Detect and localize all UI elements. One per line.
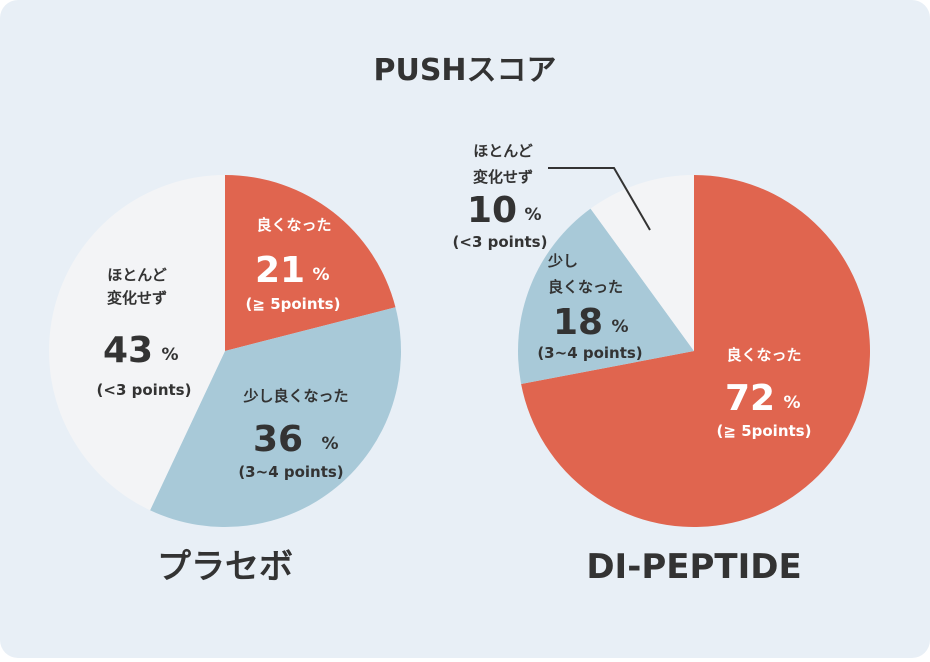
slice-dipeptide-slightly-improved [518, 208, 694, 384]
slice-dipeptide-unchanged [590, 175, 694, 351]
note-dipeptide-slightly-improved: (3~4 points) [537, 344, 642, 362]
pie-placebo [48, 175, 401, 528]
unit-placebo-improved: % [312, 265, 329, 285]
value-dipeptide-unchanged: 10 [467, 190, 517, 231]
label-placebo-improved: 良くなった [256, 216, 331, 234]
unit-dipeptide-improved: % [783, 393, 800, 413]
label-placebo-unchanged-line2: 変化せず [107, 289, 167, 307]
slice-placebo-unchanged [48, 175, 226, 511]
label-placebo-unchanged-line1: ほとんど [107, 266, 167, 284]
slice-dipeptide-improved [521, 175, 871, 528]
value-placebo-slightly-improved: 36 [253, 419, 303, 460]
pie-dipeptide [518, 175, 871, 528]
slice-placebo-improved [225, 175, 396, 351]
value-dipeptide-improved: 72 [725, 378, 775, 419]
note-placebo-improved: (≧ 5points) [246, 295, 341, 313]
unit-dipeptide-slightly-improved: % [611, 317, 628, 337]
unit-placebo-unchanged: % [161, 345, 178, 365]
label-dipeptide-slightly-improved-line2: 良くなった [548, 278, 623, 296]
label-dipeptide-slightly-improved-line1: 少し [547, 252, 578, 270]
value-placebo-improved: 21 [255, 250, 305, 291]
unit-dipeptide-unchanged: % [524, 205, 541, 225]
slice-placebo-slightly-improved [150, 307, 401, 528]
note-placebo-slightly-improved: (3~4 points) [238, 463, 343, 481]
unit-placebo-slightly-improved: % [321, 434, 338, 454]
label-placebo-slightly-improved: 少し良くなった [242, 387, 348, 405]
note-placebo-unchanged: (<3 points) [97, 381, 192, 399]
value-placebo-unchanged: 43 [103, 330, 153, 371]
value-dipeptide-slightly-improved: 18 [553, 302, 603, 343]
label-dipeptide-improved: 良くなった [726, 346, 801, 364]
label-dipeptide-unchanged-line1: ほとんど [473, 142, 533, 160]
note-dipeptide-unchanged: (<3 points) [453, 233, 548, 251]
label-dipeptide-unchanged-line2: 変化せず [473, 168, 533, 186]
pie-title-placebo: プラセボ [157, 547, 293, 587]
note-dipeptide-improved: (≧ 5points) [717, 422, 812, 440]
chart-title: PUSHスコア [373, 53, 556, 88]
pie-title-dipeptide: DI-PEPTIDE [586, 547, 801, 587]
leader-line [548, 167, 651, 231]
